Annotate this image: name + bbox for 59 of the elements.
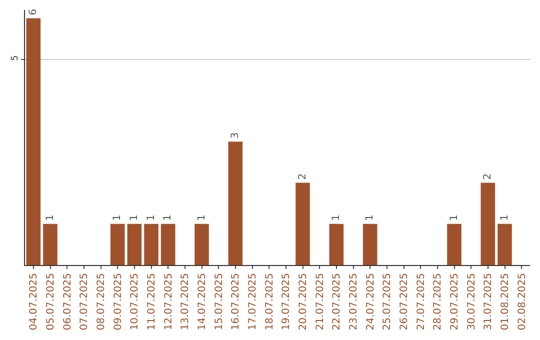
x-tick-label: 22.07.2025	[332, 273, 343, 330]
bar	[447, 224, 462, 265]
x-tick-label: 04.07.2025	[28, 273, 40, 330]
bar	[26, 18, 41, 265]
data-label: 1	[146, 214, 157, 221]
x-tick-label: 23.07.2025	[348, 273, 360, 330]
bar	[362, 224, 378, 265]
data-label: 1	[44, 214, 56, 221]
x-tick-label: 07.07.2025	[79, 273, 90, 330]
x-tick-label: 08.07.2025	[96, 273, 107, 330]
bar	[480, 182, 496, 265]
data-label: 1	[448, 214, 460, 221]
x-tick-label: 06.07.2025	[62, 273, 74, 330]
data-label: 1	[112, 214, 124, 221]
x-tick-label: 17.07.2025	[248, 273, 258, 330]
x-tick-label: 18.07.2025	[264, 273, 276, 330]
x-tick-label: 21.07.2025	[314, 273, 326, 330]
x-tick-label: 15.07.2025	[214, 273, 225, 330]
x-tick-label: 31.07.2025	[483, 273, 494, 330]
x-tick-label: 25.07.2025	[382, 273, 394, 330]
x-tick-label: 24.07.2025	[365, 273, 376, 330]
x-tick-label: 30.07.2025	[466, 273, 478, 330]
data-label: 1	[128, 214, 140, 221]
x-tick-label: 29.07.2025	[450, 273, 460, 330]
bar	[144, 224, 158, 265]
bar	[228, 142, 243, 265]
bar	[110, 224, 125, 265]
x-tick-label: 27.07.2025	[416, 273, 427, 330]
data-label: 6	[28, 8, 39, 16]
y-tick-label: 5	[10, 55, 20, 61]
x-tick-label: 02.08.2025	[516, 273, 528, 330]
bar	[296, 182, 310, 265]
x-tick-label: 10.07.2025	[130, 273, 141, 330]
data-label: 1	[196, 214, 208, 221]
data-label: 1	[364, 214, 376, 221]
x-tick-label: 13.07.2025	[180, 273, 192, 330]
x-tick-label: 09.07.2025	[112, 273, 124, 330]
x-tick-label: 20.07.2025	[298, 273, 309, 330]
bar	[498, 224, 512, 265]
x-tick-label: 19.07.2025	[281, 273, 292, 330]
bar	[194, 224, 209, 265]
x-tick-label: 16.07.2025	[230, 273, 242, 330]
bar	[43, 224, 58, 265]
x-tick-label: 12.07.2025	[163, 273, 174, 330]
data-label: 2	[297, 173, 308, 180]
x-tick-label: 05.07.2025	[46, 273, 56, 330]
bar	[160, 224, 176, 265]
x-tick-label: 14.07.2025	[197, 273, 208, 330]
data-label: 1	[330, 214, 342, 221]
bar	[329, 224, 344, 265]
x-tick-label: 01.08.2025	[500, 273, 511, 330]
x-tick-label: 11.07.2025	[146, 273, 158, 330]
data-label: 3	[230, 132, 241, 139]
data-label: 2	[482, 173, 494, 180]
data-label: 1	[162, 214, 174, 221]
x-tick-label: 26.07.2025	[399, 273, 410, 330]
data-label: 1	[499, 214, 510, 221]
bar	[127, 224, 142, 265]
x-tick-label: 28.07.2025	[432, 273, 444, 330]
